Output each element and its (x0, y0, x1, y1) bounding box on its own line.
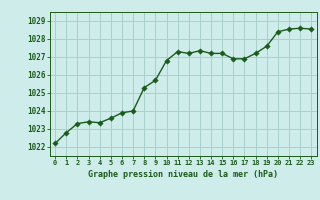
X-axis label: Graphe pression niveau de la mer (hPa): Graphe pression niveau de la mer (hPa) (88, 170, 278, 179)
